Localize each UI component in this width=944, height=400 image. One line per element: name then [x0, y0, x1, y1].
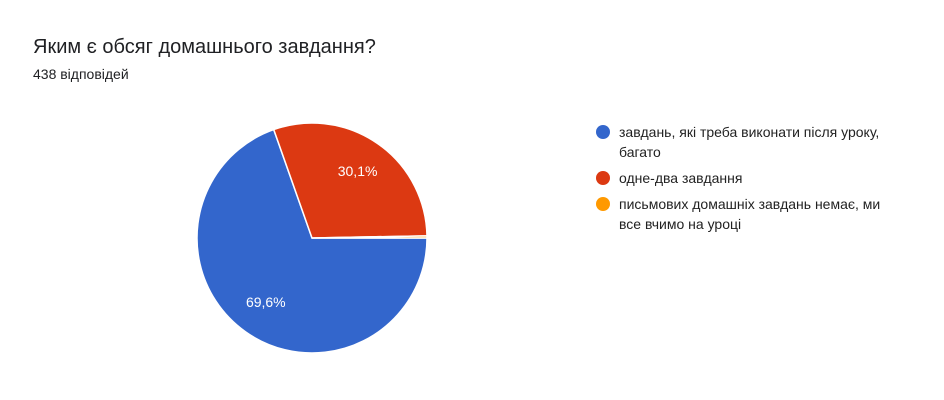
slice-label: 69,6%	[246, 294, 286, 310]
legend-label: письмових домашніх завдань немає, ми все…	[619, 196, 881, 232]
pie-slice	[311, 235, 428, 239]
legend-item: письмових домашніх завдань немає, ми все…	[596, 194, 896, 234]
legend-marker	[596, 125, 610, 139]
legend-item: одне-два завдання	[596, 168, 896, 188]
legend-label: завдань, які треба виконати після уроку,…	[619, 124, 880, 160]
legend: завдань, які треба виконати після уроку,…	[596, 122, 896, 240]
slice-label: 30,1%	[338, 163, 378, 179]
chart-title: Яким є обсяг домашнього завдання?	[33, 36, 376, 58]
legend-label: одне-два завдання	[619, 170, 743, 186]
legend-item: завдань, які треба виконати після уроку,…	[596, 122, 896, 162]
legend-marker	[596, 197, 610, 211]
chart-subtitle: 438 відповідей	[33, 66, 129, 82]
pie-slice	[272, 122, 428, 239]
pie-slice	[196, 128, 428, 354]
legend-marker	[596, 171, 610, 185]
